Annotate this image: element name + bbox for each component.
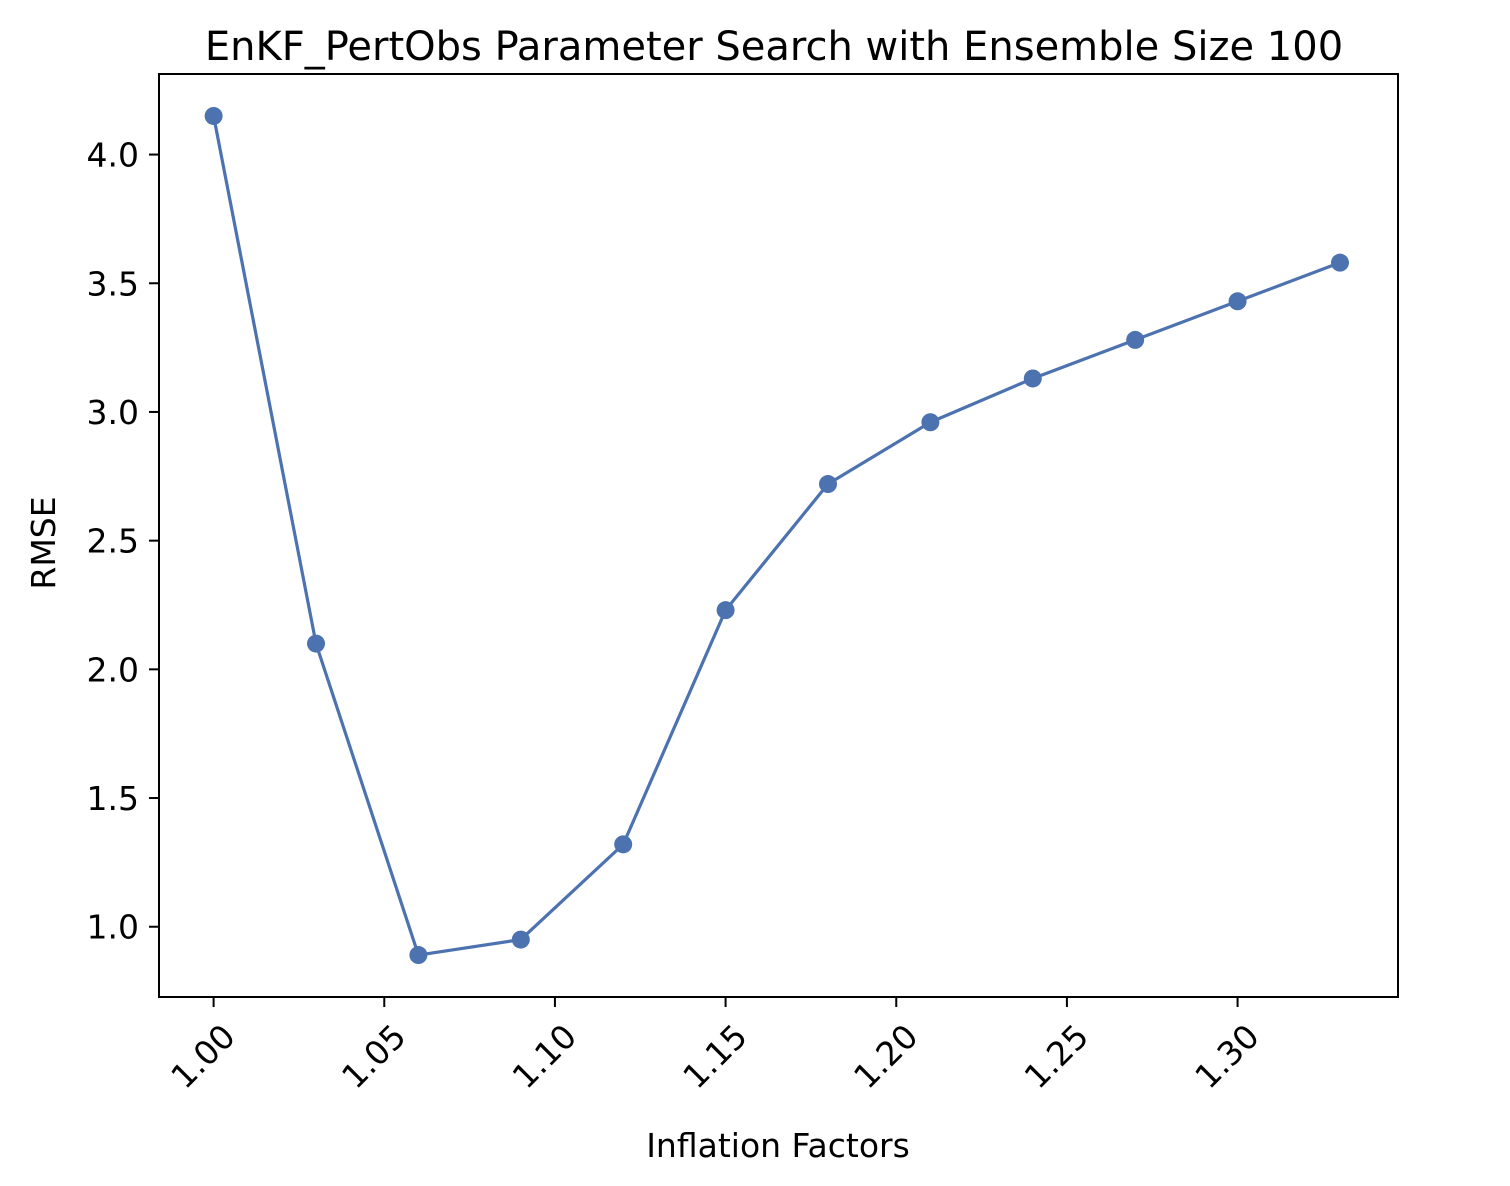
data-point <box>1228 292 1247 311</box>
y-tick-label: 1.0 <box>87 908 139 947</box>
data-point <box>409 946 428 965</box>
data-point <box>1330 253 1349 272</box>
data-point <box>307 634 326 653</box>
x-tick-label: 1.05 <box>334 1017 414 1097</box>
x-tick-label: 1.20 <box>846 1017 926 1097</box>
x-tick-label: 1.25 <box>1017 1017 1097 1097</box>
y-axis-label: RMSE <box>24 496 63 589</box>
series-layer <box>204 106 1349 965</box>
data-point <box>921 413 940 432</box>
y-tick-label: 3.0 <box>87 393 139 432</box>
x-tick-label: 1.30 <box>1187 1017 1267 1097</box>
y-tick-label: 2.5 <box>87 522 139 561</box>
y-tick-label: 2.0 <box>87 650 139 689</box>
data-point <box>1023 369 1042 388</box>
x-tick-label: 1.15 <box>675 1017 755 1097</box>
data-point <box>818 475 837 494</box>
y-tick-label: 3.5 <box>87 264 139 303</box>
x-tick-label: 1.10 <box>505 1017 585 1097</box>
data-point <box>716 601 735 620</box>
data-point <box>204 106 223 125</box>
plot-area <box>158 73 1399 998</box>
data-point <box>511 930 530 949</box>
y-tick-label: 4.0 <box>87 136 139 175</box>
x-axis: 1.00 1.05 1.10 1.15 1.20 1.25 1.30 <box>163 997 1267 1096</box>
x-tick-label: 1.00 <box>163 1017 243 1097</box>
data-point <box>614 835 633 854</box>
y-axis: 1.0 1.5 2.0 2.5 3.0 3.5 4.0 <box>87 136 159 947</box>
x-axis-label: Inflation Factors <box>646 1126 910 1165</box>
y-tick-label: 1.5 <box>87 779 139 818</box>
chart-title: EnKF_PertObs Parameter Search with Ensem… <box>205 24 1343 70</box>
series-line <box>212 114 1342 957</box>
data-point <box>1126 330 1145 349</box>
